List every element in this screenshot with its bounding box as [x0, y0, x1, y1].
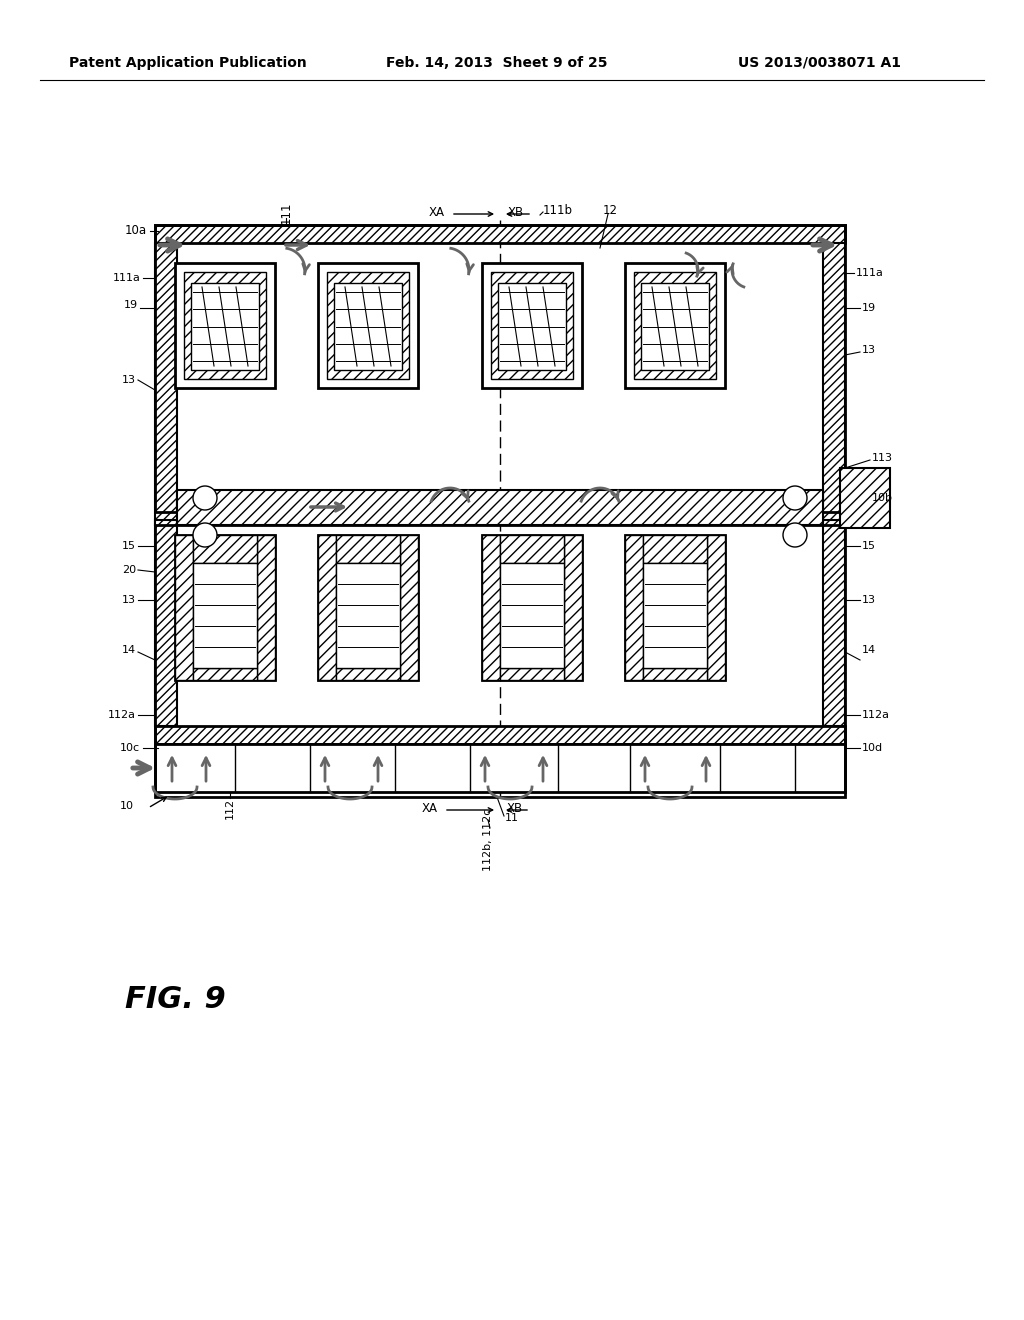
Text: 112b, 112c: 112b, 112c: [483, 809, 493, 871]
Text: 13: 13: [122, 595, 136, 605]
Bar: [500, 535, 564, 564]
Text: 19: 19: [124, 300, 138, 310]
Text: 11: 11: [505, 813, 519, 822]
Bar: [155, 744, 845, 792]
Text: 14: 14: [862, 645, 877, 655]
Bar: [482, 535, 500, 680]
Bar: [625, 535, 643, 680]
Text: 112a: 112a: [108, 710, 136, 719]
Text: 111b: 111b: [543, 203, 573, 216]
Circle shape: [193, 486, 217, 510]
Bar: [318, 535, 418, 680]
Bar: [193, 668, 257, 680]
Text: Patent Application Publication: Patent Application Publication: [70, 55, 307, 70]
Text: 10a: 10a: [125, 224, 147, 238]
Text: 15: 15: [862, 541, 876, 550]
Text: 112: 112: [225, 797, 234, 818]
Bar: [175, 535, 275, 680]
Text: 111a: 111a: [113, 273, 141, 282]
Bar: [336, 564, 400, 668]
Bar: [643, 535, 707, 564]
Text: XA: XA: [429, 206, 445, 219]
Bar: [193, 564, 257, 668]
Bar: [155, 224, 845, 243]
Text: 13: 13: [122, 375, 136, 385]
Bar: [318, 535, 336, 680]
Bar: [641, 282, 709, 370]
Bar: [193, 535, 257, 564]
Bar: [175, 263, 275, 388]
Bar: [155, 243, 177, 525]
Bar: [707, 535, 725, 680]
Circle shape: [783, 523, 807, 546]
Text: XB: XB: [507, 801, 523, 814]
Text: 111a: 111a: [856, 268, 884, 279]
Bar: [482, 263, 582, 388]
Bar: [823, 243, 845, 525]
Text: 13: 13: [862, 345, 876, 355]
Text: FIG. 9: FIG. 9: [125, 986, 225, 1015]
Bar: [625, 263, 725, 388]
Text: 10d: 10d: [862, 743, 883, 752]
Text: 14: 14: [122, 645, 136, 655]
Bar: [191, 282, 259, 370]
Circle shape: [193, 523, 217, 546]
Bar: [336, 668, 400, 680]
Bar: [564, 535, 582, 680]
Bar: [840, 469, 890, 528]
Bar: [184, 272, 266, 379]
Bar: [500, 668, 564, 680]
Bar: [490, 272, 573, 379]
Bar: [155, 520, 177, 726]
Bar: [634, 272, 716, 379]
Bar: [155, 224, 845, 512]
Text: 111: 111: [280, 202, 293, 224]
Text: XA: XA: [422, 801, 438, 814]
Text: 20: 20: [122, 565, 136, 576]
Text: Feb. 14, 2013  Sheet 9 of 25: Feb. 14, 2013 Sheet 9 of 25: [386, 55, 608, 70]
Text: 19: 19: [862, 304, 877, 313]
Bar: [155, 525, 845, 797]
Text: 12: 12: [602, 205, 617, 218]
Bar: [500, 564, 564, 668]
Text: 13: 13: [862, 595, 876, 605]
Text: US 2013/0038071 A1: US 2013/0038071 A1: [738, 55, 901, 70]
Text: 10: 10: [120, 801, 134, 810]
Bar: [643, 668, 707, 680]
Bar: [625, 535, 725, 680]
Circle shape: [783, 486, 807, 510]
Text: 15: 15: [122, 541, 136, 550]
Text: 113: 113: [872, 453, 893, 463]
Bar: [155, 726, 845, 744]
Bar: [334, 282, 402, 370]
Bar: [823, 520, 845, 726]
Bar: [482, 535, 582, 680]
Text: 10b: 10b: [872, 492, 893, 503]
Text: 112a: 112a: [862, 710, 890, 719]
Bar: [400, 535, 418, 680]
Bar: [327, 272, 409, 379]
Text: XB: XB: [508, 206, 524, 219]
Bar: [498, 282, 566, 370]
Bar: [336, 535, 400, 564]
Bar: [643, 564, 707, 668]
Bar: [177, 490, 823, 525]
Bar: [257, 535, 275, 680]
Bar: [175, 535, 193, 680]
Text: 10c: 10c: [120, 743, 140, 752]
Bar: [318, 263, 418, 388]
